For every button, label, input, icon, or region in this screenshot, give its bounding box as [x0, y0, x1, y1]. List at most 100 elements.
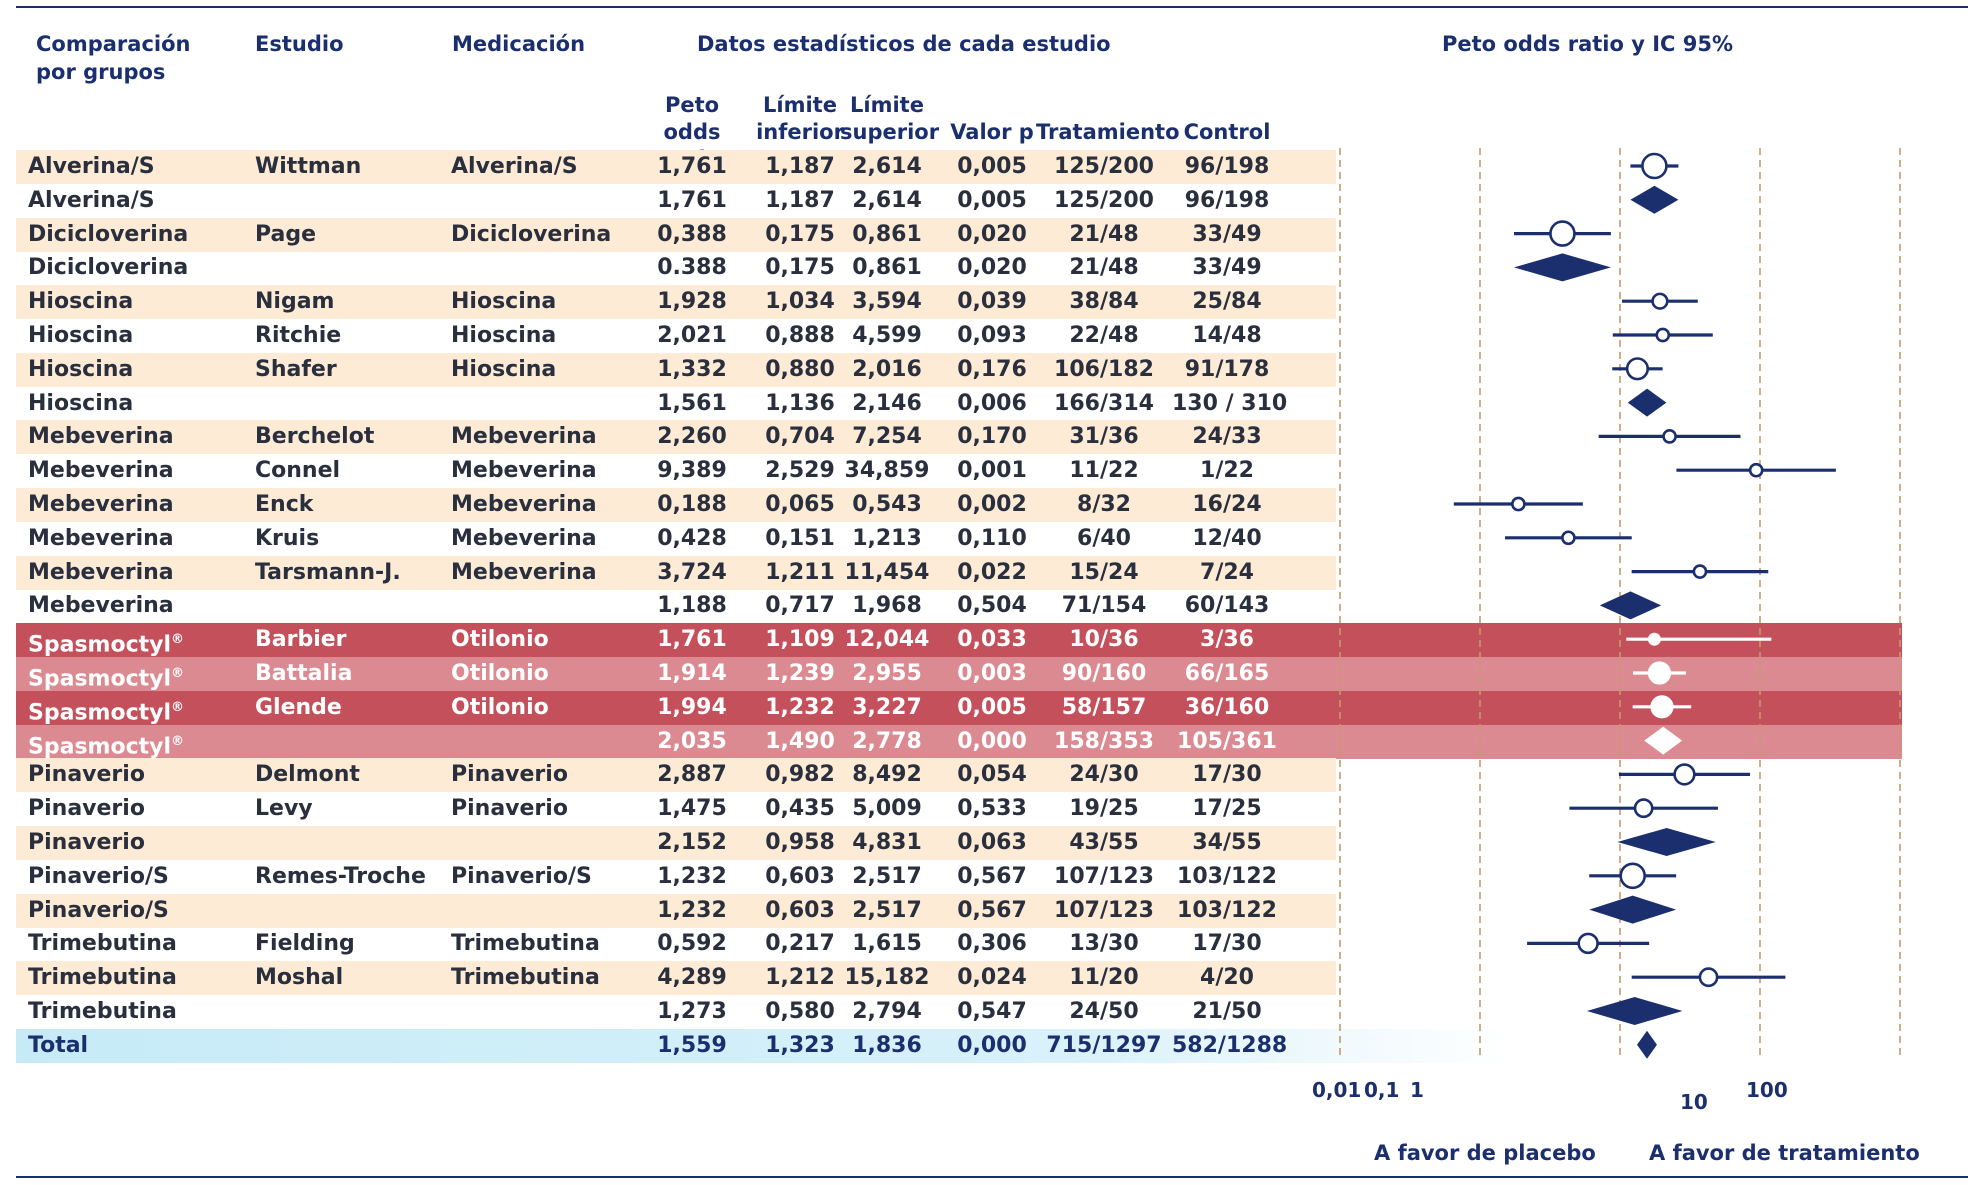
cell-study: Moshal: [255, 965, 344, 991]
cell-or: 1,475: [657, 796, 727, 822]
cell-medication: Pinaverio: [451, 762, 568, 788]
cell-treatment: 166/314: [1054, 390, 1154, 416]
cell-group: Spasmoctyl®: [28, 699, 185, 726]
cell-p: 0,020: [957, 255, 1027, 281]
cell-control: 66/165: [1184, 661, 1270, 686]
cell-lower: 0,888: [765, 323, 835, 348]
table-row: Pinaverio 2,152 0,958 4,831 0,063 43/55 34/55: [16, 826, 1336, 860]
cell-p: 0,567: [957, 863, 1027, 889]
cell-study: Page: [255, 221, 317, 247]
header-medication: Medicación: [452, 32, 586, 56]
subheader-lower: Límite inferior: [756, 93, 844, 144]
cell-lower: 0,217: [765, 931, 835, 957]
cell-lower: 0,151: [765, 525, 835, 551]
cell-upper: 0,543: [852, 492, 922, 517]
cell-treatment: 13/30: [1069, 931, 1139, 957]
top-rule: [16, 6, 1968, 8]
cell-treatment: 71/154: [1061, 593, 1147, 619]
cell-control: 24/33: [1192, 424, 1262, 450]
cell-medication: Dicicloverina: [451, 221, 612, 247]
subheader-p: Valor p: [950, 120, 1034, 144]
cell-treatment: 90/160: [1061, 661, 1147, 686]
summary-diamond: [1630, 185, 1679, 214]
axis-tick-label: 0,01: [1312, 1078, 1362, 1102]
cell-control: 16/24: [1192, 492, 1262, 517]
table-row: Dicicloverina 0.388 0,175 0,861 0,020 21/48 33…: [16, 251, 1336, 285]
cell-upper: 4,831: [852, 830, 922, 855]
cell-upper: 1,615: [852, 931, 922, 957]
cell-lower: 1,136: [765, 390, 835, 416]
odds-ratio-marker: [1655, 327, 1671, 343]
odds-ratio-marker: [1647, 661, 1672, 685]
cell-lower: 1,212: [765, 965, 835, 991]
cell-study: Enck: [255, 492, 314, 517]
cell-control: 33/49: [1192, 221, 1262, 247]
cell-group: Hioscina: [28, 289, 134, 315]
cell-treatment: 43/55: [1069, 830, 1139, 855]
cell-upper: 1,213: [852, 525, 922, 551]
cell-upper: 2,016: [852, 356, 922, 382]
cell-lower: 1,490: [765, 728, 835, 754]
table-row: Trimebutina Moshal Trimebutina 4,289 1,212 15…: [16, 961, 1336, 996]
table-row: Mebeverina 1,188 0,717 1,968 0,504 71/154 60/1…: [16, 589, 1336, 623]
summary-diamond: [1514, 253, 1611, 282]
cell-group: Hioscina: [28, 356, 134, 382]
cell-study: Kruis: [255, 525, 320, 551]
cell-treatment: 15/24: [1069, 559, 1139, 585]
header-stats: Datos estadísticos de cada estudio: [697, 32, 1111, 56]
table-row: Pinaverio Levy Pinaverio 1,475 0,435 5,009 0,5…: [16, 792, 1336, 826]
cell-treatment: 31/36: [1069, 424, 1139, 450]
cell-treatment: 38/84: [1069, 289, 1139, 315]
cell-study: Ritchie: [255, 323, 342, 348]
cell-upper: 5,009: [852, 796, 922, 822]
cell-lower: 2,529: [765, 458, 835, 484]
table-row: Spasmoctyl® Battalia Otilonio 1,914 1,239 2,9…: [16, 657, 1902, 691]
cell-p: 0,002: [957, 492, 1027, 517]
cell-treatment: 19/25: [1069, 796, 1139, 822]
cell-p: 0,001: [957, 458, 1027, 484]
cell-medication: Mebeverina: [451, 559, 597, 585]
table-row: Mebeverina Berchelot Mebeverina 2,260 0,704 7…: [16, 420, 1336, 455]
cell-study: Connel: [255, 458, 341, 484]
cell-lower: 1,232: [765, 694, 835, 720]
cell-group: Alverina/S: [28, 187, 155, 213]
cell-control: 12/40: [1192, 525, 1262, 551]
cell-p: 0,533: [957, 796, 1027, 822]
cell-upper: 1,836: [852, 1032, 922, 1058]
cell-lower: 0,175: [765, 221, 835, 247]
cell-treatment: 10/36: [1069, 627, 1139, 653]
cell-upper: 15,182: [844, 965, 930, 991]
cell-p: 0,170: [957, 424, 1027, 450]
cell-medication: Otilonio: [451, 627, 549, 653]
odds-ratio-marker: [1647, 632, 1661, 646]
cell-upper: 3,227: [852, 694, 922, 720]
header-group: Comparación por grupos: [36, 32, 191, 84]
axis-tick-label: 1: [1410, 1078, 1424, 1102]
cell-control: 17/30: [1192, 762, 1262, 788]
axis-tick-label: 100: [1746, 1078, 1788, 1102]
cell-treatment: 107/123: [1054, 863, 1154, 889]
odds-ratio-marker: [1641, 152, 1668, 180]
cell-treatment: 21/48: [1069, 255, 1139, 281]
cell-control: 96/198: [1184, 187, 1270, 213]
cell-lower: 0,175: [765, 255, 835, 281]
cell-p: 0,110: [957, 525, 1027, 551]
total-row: Total 1,559 1,323 1,836 0,000 715/1297 582/128…: [16, 1028, 1510, 1063]
cell-upper: 11,454: [844, 559, 930, 585]
cell-treatment: 107/123: [1054, 897, 1154, 923]
table-row: Spasmoctyl® 2,035 1,490 2,778 0,000 158/353 10…: [16, 724, 1902, 759]
cell-group: Pinaverio: [28, 796, 145, 822]
table-row: Mebeverina Connel Mebeverina 9,389 2,529 34,8…: [16, 454, 1336, 488]
odds-ratio-marker: [1549, 220, 1576, 247]
cell-group: Dicicloverina: [28, 255, 189, 281]
odds-ratio-marker: [1650, 695, 1674, 719]
cell-p: 0,024: [957, 965, 1027, 991]
summary-diamond: [1617, 828, 1716, 856]
cell-treatment: 6/40: [1077, 525, 1131, 551]
cell-treatment: 125/200: [1054, 154, 1154, 179]
cell-or: 9,389: [657, 458, 727, 484]
cell-group: Hioscina: [28, 323, 134, 348]
cell-upper: 2,955: [852, 661, 922, 686]
cell-group: Trimebutina: [28, 999, 177, 1024]
